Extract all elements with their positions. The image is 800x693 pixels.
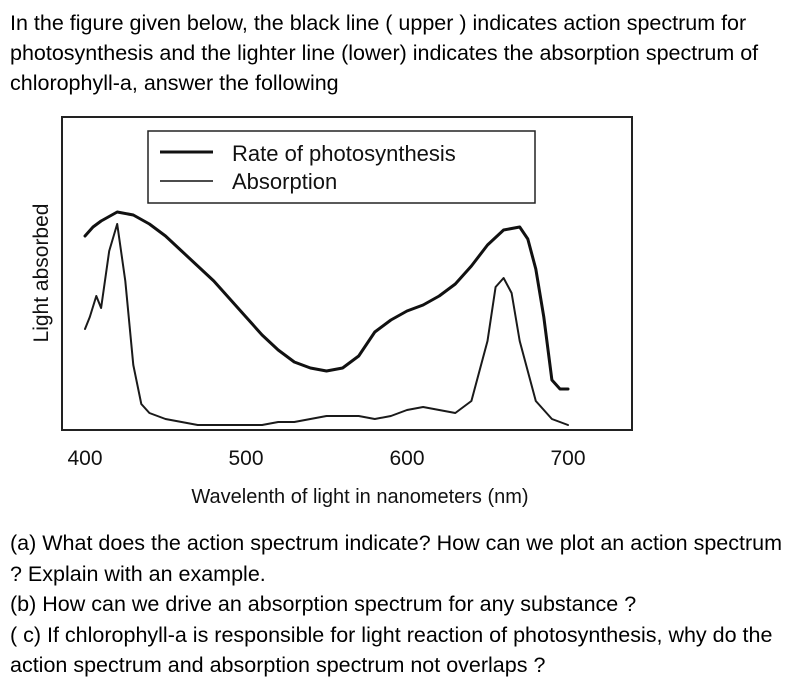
x-axis-label: Wavelenth of light in nanometers (nm) [191,486,528,508]
question-part-a: (a) What does the action spectrum indica… [10,531,782,586]
question-part-b: (b) How can we drive an absorption spect… [10,592,637,616]
spectrum-chart: Rate of photosynthesis Absorption 400 500… [30,116,633,508]
question-parts: (a) What does the action spectrum indica… [10,528,795,681]
x-tick-label: 500 [228,447,263,470]
absorption-line [84,223,569,426]
question-part-c: ( c) If chlorophyll-a is responsible for… [10,622,773,678]
legend-rate-label: Rate of photosynthesis [232,141,456,166]
question-intro: In the figure given below, the black lin… [10,11,759,95]
y-axis-label: Light absorbed [30,204,53,343]
legend-box [147,130,536,204]
series-lines [83,210,570,426]
legend-absorption-label: Absorption [232,169,337,194]
x-tick-label: 400 [67,447,102,470]
x-tick-labels: 400 500 600 700 [67,447,585,470]
plot-frame [61,116,633,431]
x-tick-label: 700 [550,447,585,470]
x-tick-label: 600 [389,447,424,470]
rate-of-photosynthesis-line [83,210,570,391]
legend: Rate of photosynthesis Absorption [147,130,536,204]
